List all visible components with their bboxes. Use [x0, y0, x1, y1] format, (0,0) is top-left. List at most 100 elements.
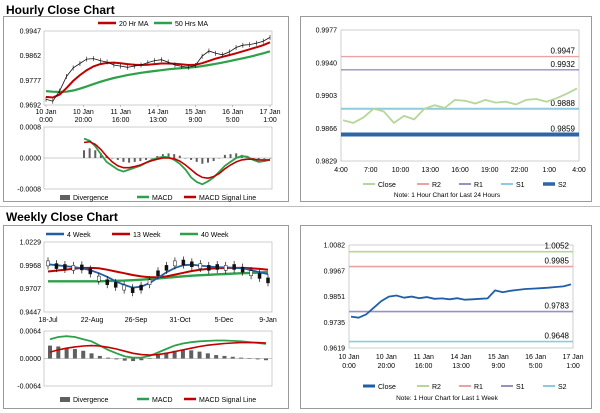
weekly-price-ytick: 0.9707 [20, 286, 42, 293]
series-weekly-close-line [350, 283, 572, 319]
weekly-divergence-bar [197, 351, 202, 359]
hourly-price-macd-panel: 20 Hr MA 50 Hrs MA 0.9947 0.9862 0.9777 0.969… [3, 16, 289, 202]
hourly-divergence-bar [218, 158, 221, 159]
hourly-price-xtick-date: 11 Jan [110, 109, 131, 116]
hourly-price-xtick-time: 0:00 [39, 117, 53, 124]
weekly-candle-body [130, 287, 135, 293]
weekly-candle-body [97, 275, 101, 282]
weekly-divergence-bar [172, 350, 177, 359]
weekly-price-xtick: 9-Jan [259, 317, 277, 324]
hourly-level-s2-label: 0.9859 [551, 124, 576, 133]
weekly-price-macd-svg: 4 Week 13 Week 40 Week 1.0229 0.9968 0.9707 0.… [17, 232, 277, 404]
weekly-pivot-xtick-time: 0:00 [342, 363, 356, 370]
legend-weekly-divergence-label: Divergence [73, 397, 109, 404]
weekly-price-xtick: 22-Aug [81, 317, 104, 324]
hourly-divergence-bar [94, 150, 97, 158]
hourly-price-macd-svg: 20 Hr MA 50 Hrs MA 0.9947 0.9862 0.9777 0.969… [17, 21, 280, 202]
hourly-price-xtick-date: 16 Jan [222, 109, 243, 116]
weekly-pivot-xtick-date: 17 Jan [562, 354, 583, 361]
hourly-pivot-xtick: 4:00 [572, 167, 586, 174]
weekly-candle-body [215, 264, 219, 270]
hourly-price-ytick: 0.9862 [20, 53, 42, 60]
hourly-price-xtick-date: 10 Jan [35, 109, 56, 116]
weekly-price-xtick: 5-Dec [215, 317, 234, 324]
hourly-price-xtick-time: 5:00 [226, 117, 240, 124]
weekly-macd-ytick: 0.0064 [20, 329, 42, 336]
weekly-pivot-xtick-date: 14 Jan [450, 354, 471, 361]
hourly-pivot-xtick: 16:00 [451, 167, 469, 174]
legend-4-week-label: 4 Week [67, 232, 91, 239]
weekly-pivot-xtick-time: 9:00 [492, 363, 506, 370]
weekly-pivot-xtick-date: 15 Jan [488, 354, 509, 361]
weekly-candle-body [147, 279, 152, 285]
hourly-divergence-bar [201, 158, 204, 164]
weekly-divergence-bar [164, 352, 169, 359]
hourly-price-xtick-time: 13:00 [149, 117, 167, 124]
weekly-price-xtick: 18-Jul [38, 317, 58, 324]
hourly-divergence-bar [212, 158, 215, 162]
hourly-level-r1-label: 0.9932 [551, 60, 576, 69]
weekly-candle-body [266, 277, 270, 284]
hourly-divergence-bar [257, 158, 260, 160]
legend-weekly-signal-label: MACD Signal Line [199, 397, 256, 404]
hourly-divergence-bar [122, 158, 125, 162]
legend-20hr-ma-label: 20 Hr MA [119, 21, 149, 28]
weekly-candle-body [156, 270, 160, 276]
weekly-pivot-ytick: 0.9619 [324, 346, 346, 353]
weekly-pivot-xtick-date: 10 Jan [376, 354, 397, 361]
hourly-price-plot-area [43, 30, 273, 106]
hourly-divergence-bar [229, 154, 232, 158]
weekly-divergence-bar [131, 358, 136, 362]
hourly-divergence-bar [156, 156, 159, 158]
legend-hourly-pivot-r1-label: R1 [474, 182, 483, 189]
hourly-divergence-bar [184, 158, 187, 159]
hourly-level-s1-label: 0.9888 [551, 99, 576, 108]
hourly-pivot-panel: 0.9977 0.9940 0.9903 0.9866 0.9829 0.9947 0.99… [300, 16, 592, 202]
weekly-divergence-bar [97, 355, 102, 359]
legend-hourly-pivot-s2-label: S2 [558, 182, 567, 189]
hourly-divergence-bar [150, 158, 153, 159]
hourly-pivot-xtick: 7:00 [364, 167, 378, 174]
weekly-divergence-bar [156, 355, 160, 359]
legend-weekly-pivot-close-label: Close [378, 384, 396, 391]
legend-hourly-pivot-s1-label: S1 [516, 182, 525, 189]
hourly-divergence-bar [99, 153, 102, 158]
weekly-pivot-xtick-date: 16 Jan [525, 354, 546, 361]
hourly-price-xtick-date: 15 Jan [185, 109, 206, 116]
hourly-price-xtick-date: 17 Jan [259, 109, 280, 116]
weekly-pivot-ytick: 0.9735 [324, 320, 346, 327]
series-50hr-ma-line [45, 50, 271, 94]
weekly-macd-ytick: 0.0000 [20, 356, 42, 363]
weekly-candle-body [54, 263, 59, 269]
weekly-divergence-bar [205, 353, 210, 359]
hourly-pivot-ytick: 0.9866 [316, 126, 338, 133]
weekly-divergence-bar [64, 347, 69, 359]
weekly-candle-body [198, 263, 203, 269]
hourly-divergence-bar [139, 158, 142, 162]
weekly-pivot-xtick-time: 5:00 [529, 363, 543, 370]
weekly-section-title: Weekly Close Chart [6, 210, 118, 224]
hourly-pivot-ytick: 0.9829 [316, 159, 338, 166]
weekly-divergence-bar [72, 349, 77, 359]
weekly-pivot-xtick-time: 1:00 [566, 363, 580, 370]
hourly-divergence-bar [133, 158, 136, 162]
weekly-divergence-bar [189, 350, 194, 359]
series-hourly-signal-line [83, 140, 270, 180]
weekly-candle-body [105, 279, 109, 285]
hourly-divergence-bar [88, 148, 91, 158]
hourly-pivot-plot-area [340, 29, 580, 162]
legend-weekly-macd-label: MACD [152, 397, 173, 404]
hourly-pivot-xtick: 13:00 [421, 167, 439, 174]
hourly-pivot-xtick: 19:00 [481, 167, 499, 174]
legend-weekly-pivot-r2-label: R2 [432, 384, 441, 391]
hourly-pivot-xtick: 1:00 [542, 167, 556, 174]
hourly-pivot-ytick: 0.9977 [316, 28, 338, 35]
hourly-pivot-svg: 0.9977 0.9940 0.9903 0.9866 0.9829 0.9947 0.99… [316, 28, 586, 200]
weekly-divergence-bar [247, 358, 252, 359]
hourly-price-xtick-time: 1:00 [263, 117, 277, 124]
hourly-price-ytick: 0.9947 [20, 29, 42, 36]
hourly-divergence-bar [83, 150, 85, 158]
weekly-candle-body [139, 284, 143, 291]
weekly-pivot-ytick: 0.9851 [324, 294, 346, 301]
weekly-pivot-xtick-date: 10 Jan [338, 354, 359, 361]
